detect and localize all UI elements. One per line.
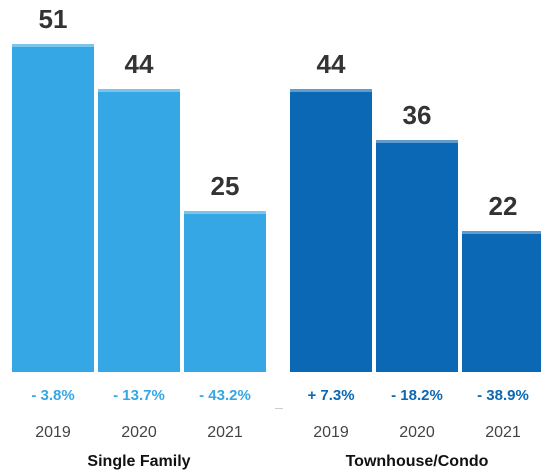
group-divider bbox=[275, 408, 283, 409]
bar bbox=[184, 211, 266, 372]
year-tick-label: 2019 bbox=[35, 424, 71, 441]
bar-top-edge bbox=[376, 140, 458, 144]
bar bbox=[462, 230, 541, 372]
value-label: 22 bbox=[488, 190, 518, 221]
change-label: - 18.2% bbox=[391, 387, 443, 404]
bar-top-edge bbox=[462, 230, 541, 234]
bar bbox=[290, 89, 372, 372]
bar-top-edge bbox=[98, 89, 180, 93]
change-label: - 3.8% bbox=[31, 387, 75, 404]
value-label: 51 bbox=[38, 4, 68, 34]
year-tick-label: 2020 bbox=[399, 424, 435, 441]
change-label: - 13.7% bbox=[113, 387, 165, 404]
bar-top-edge bbox=[184, 211, 266, 215]
value-label: 44 bbox=[316, 49, 346, 80]
bar bbox=[98, 89, 180, 372]
bar-top-edge bbox=[12, 44, 94, 47]
bar bbox=[12, 44, 94, 372]
value-label: 25 bbox=[210, 171, 240, 202]
change-label: - 43.2% bbox=[199, 387, 251, 404]
change-label: - 38.9% bbox=[477, 387, 529, 404]
year-tick-label: 2019 bbox=[313, 424, 349, 441]
group-label: Townhouse/Condo bbox=[345, 453, 489, 470]
change-label: + 7.3% bbox=[307, 387, 355, 404]
bar-top-edge bbox=[290, 89, 372, 93]
year-tick-label: 2021 bbox=[207, 424, 243, 441]
value-label: 44 bbox=[124, 49, 154, 80]
value-label: 36 bbox=[402, 100, 432, 131]
year-tick-label: 2020 bbox=[121, 424, 157, 441]
year-tick-label: 2021 bbox=[485, 424, 521, 441]
group-label: Single Family bbox=[87, 453, 191, 470]
bar bbox=[376, 140, 458, 372]
